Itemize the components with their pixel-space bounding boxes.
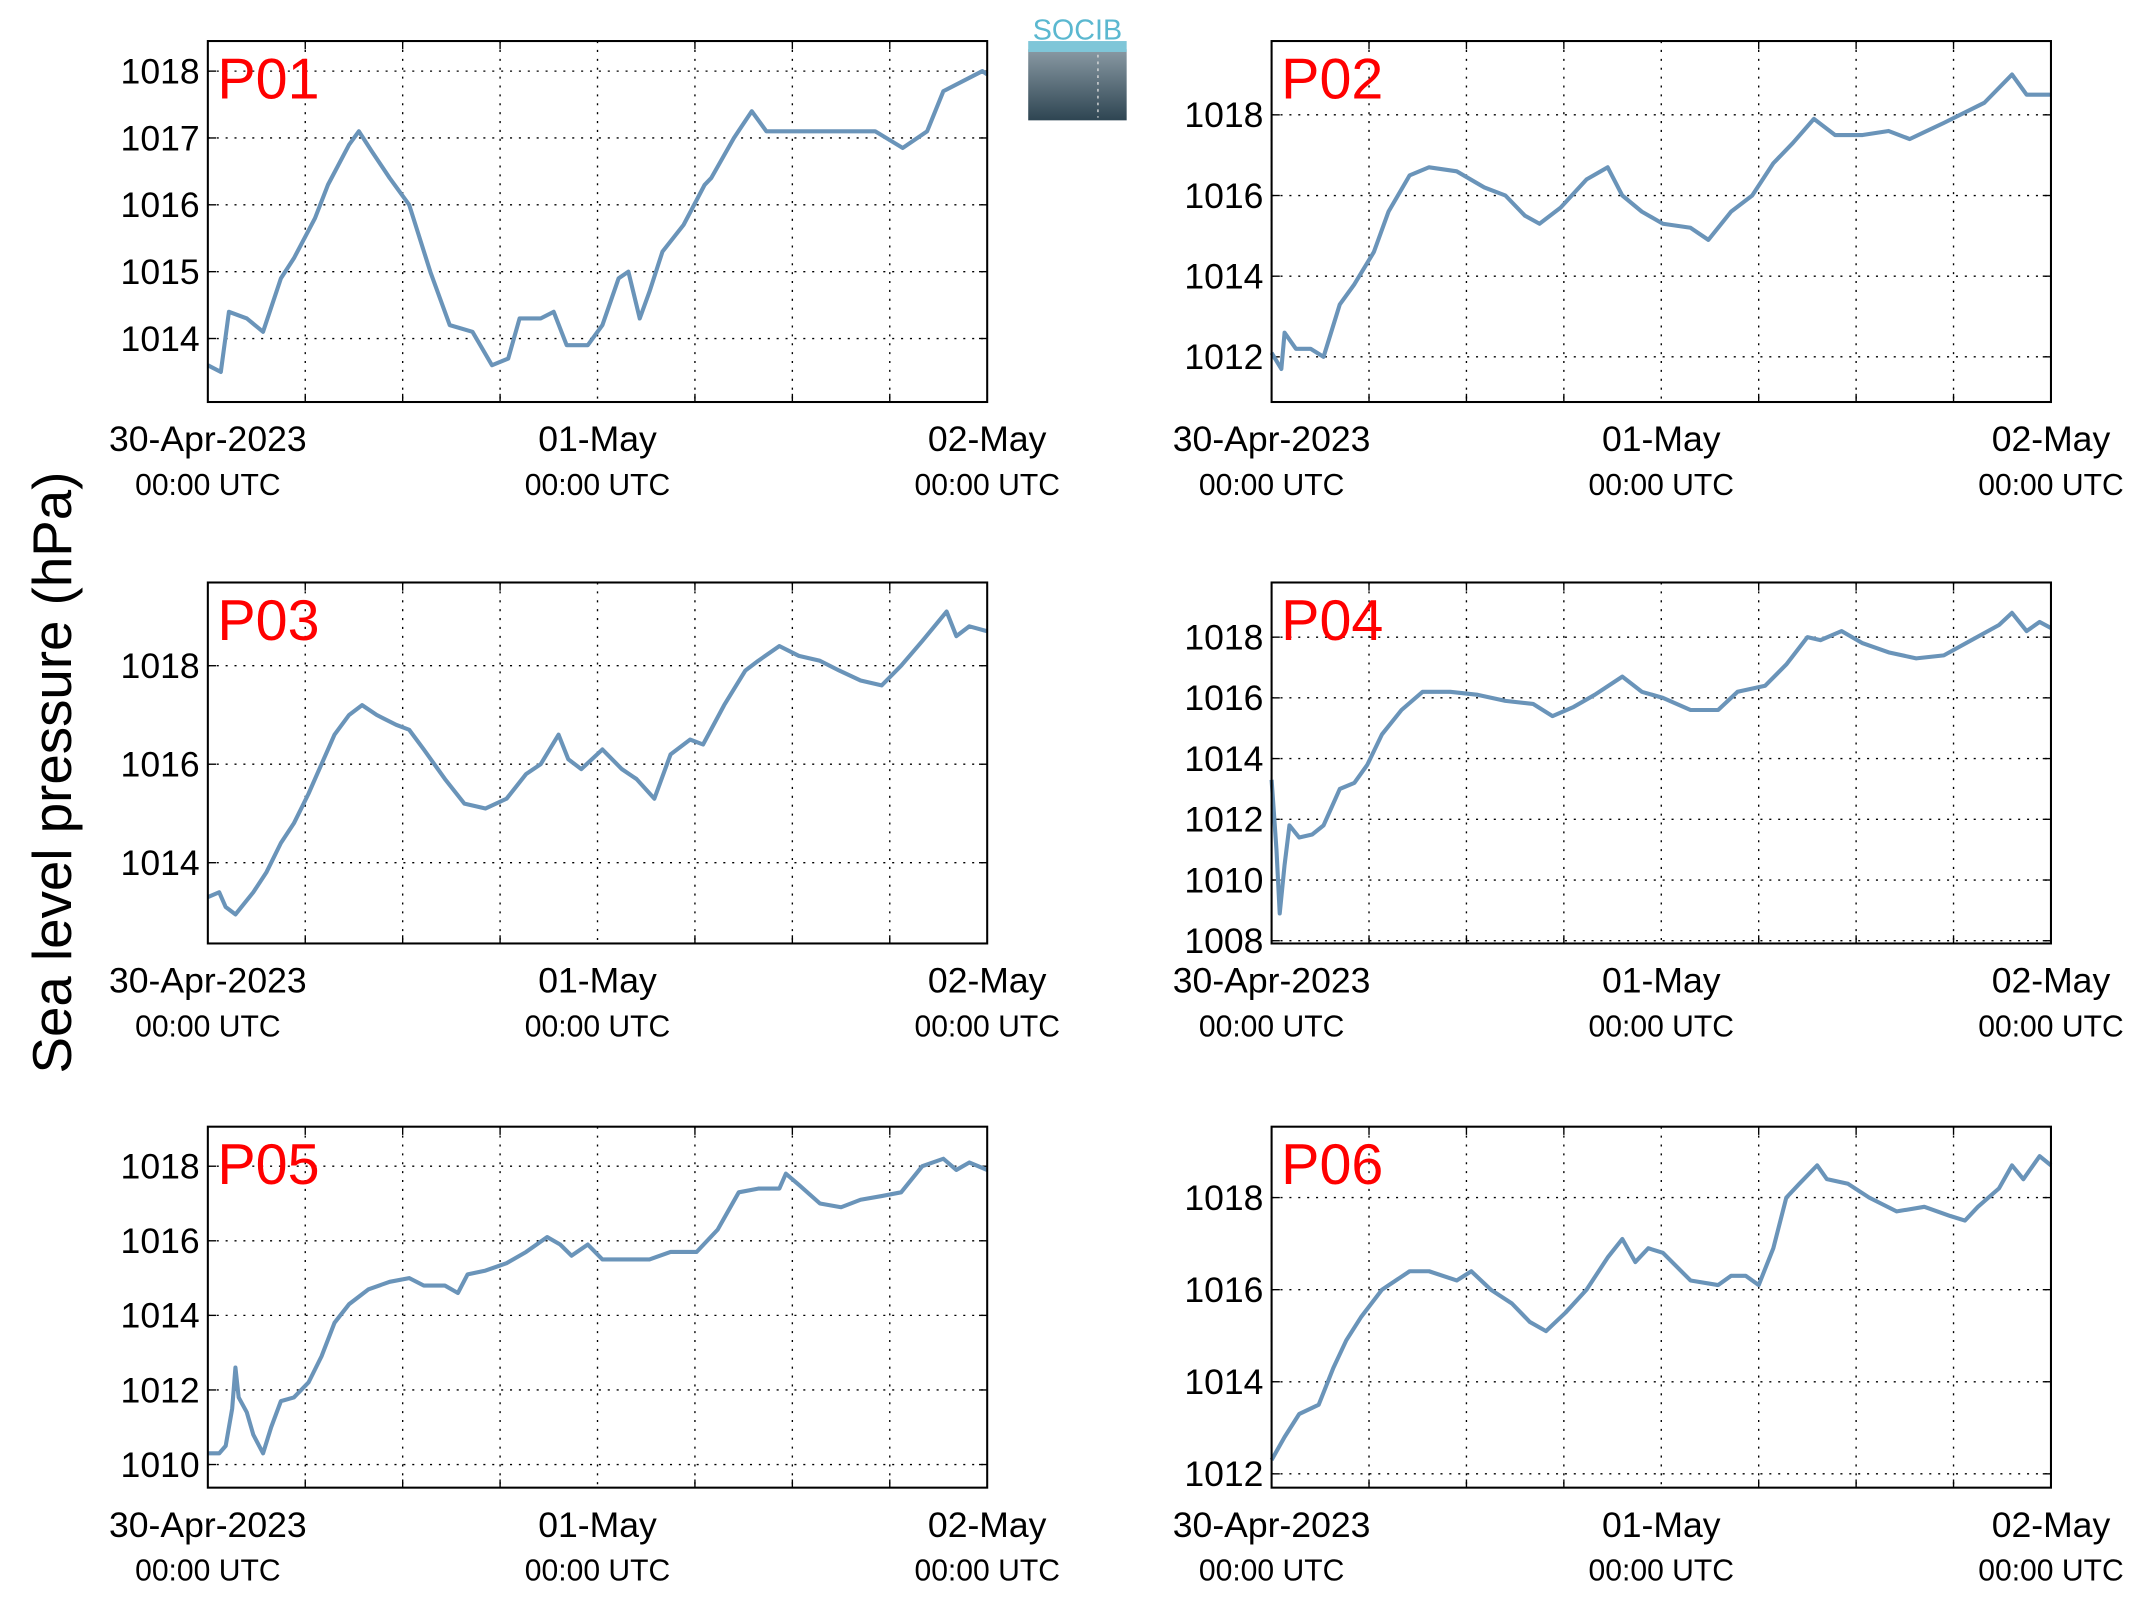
x-tick-label: 02-May: [928, 419, 1047, 459]
panel-title: P04: [1281, 589, 1383, 653]
x-tick-sublabel: 00:00 UTC: [1589, 469, 1734, 502]
y-tick-label: 1014: [1184, 1362, 1263, 1402]
x-tick-sublabel: 00:00 UTC: [1199, 1010, 1344, 1043]
y-tick-label: 1016: [121, 185, 200, 225]
x-tick-label: 01-May: [538, 419, 657, 459]
x-tick-sublabel: 00:00 UTC: [1589, 1010, 1734, 1043]
data-line: [207, 1156, 988, 1456]
plot-frame: [1270, 1125, 2052, 1489]
y-tick-label: 1014: [1184, 256, 1263, 296]
plot-area: [1271, 1126, 2051, 1488]
x-tick-sublabel: 00:00 UTC: [525, 1555, 670, 1588]
x-tick-label: 01-May: [538, 1505, 657, 1545]
x-tick-label: 30-Apr-2023: [109, 1505, 307, 1545]
plot-frame: [1270, 581, 2052, 945]
x-tick-label: 01-May: [538, 961, 657, 1001]
logo-text: SOCIB: [1033, 15, 1122, 47]
plot-area: [207, 1126, 988, 1488]
y-tick-label: 1018: [1184, 1178, 1263, 1218]
x-tick-sublabel: 00:00 UTC: [914, 1010, 1059, 1043]
panel: 1008 1010 1012 1014 1016 1018 30-Apr-2023 00:00…: [1173, 581, 2124, 1043]
y-tick-label: 1014: [121, 843, 200, 883]
x-tick-sublabel: 00:00 UTC: [135, 469, 280, 502]
x-tick-label: 30-Apr-2023: [109, 961, 307, 1001]
y-tick-label: 1012: [1184, 800, 1263, 840]
x-tick-sublabel: 00:00 UTC: [135, 1555, 280, 1588]
y-tick-label: 1016: [1184, 1270, 1263, 1310]
panel: 1014 1016 1018 30-Apr-2023 00:00 UTC 01-May 00…: [109, 581, 1060, 1043]
x-tick-sublabel: 00:00 UTC: [1978, 1555, 2123, 1588]
x-tick-label: 01-May: [1602, 1505, 1721, 1545]
y-tick-label: 1016: [121, 1221, 200, 1261]
data-line: [1269, 72, 2051, 371]
y-tick-label: 1016: [1184, 176, 1263, 216]
panel-title: P03: [217, 589, 319, 653]
panel: 1014 1015 1016 1017 1018 30-Apr-2023 00:00 UTC…: [109, 40, 1060, 502]
y-tick-label: 1008: [1184, 921, 1263, 961]
x-tick-label: 02-May: [928, 961, 1047, 1001]
plot-area: [207, 41, 988, 403]
logo-wave: [1028, 41, 1127, 52]
y-tick-label: 1012: [1184, 1454, 1263, 1494]
data-line: [1269, 1154, 2053, 1462]
x-tick-label: 01-May: [1602, 961, 1721, 1001]
plot-frame: [206, 581, 989, 945]
y-tick-label: 1010: [121, 1445, 200, 1485]
logo: SOCIB: [1028, 15, 1127, 121]
y-tick-label: 1018: [1184, 617, 1263, 657]
plot-area: [1271, 582, 2051, 944]
logo-block: [1028, 49, 1127, 121]
x-tick-label: 02-May: [1992, 419, 2111, 459]
panel-title: P05: [217, 1133, 319, 1197]
x-tick-label: 30-Apr-2023: [1173, 1505, 1371, 1545]
y-tick-label: 1018: [121, 51, 200, 91]
panel-title: P06: [1281, 1133, 1383, 1197]
x-tick-label: 02-May: [928, 1505, 1047, 1545]
data-line: [207, 609, 988, 917]
x-tick-label: 01-May: [1602, 419, 1721, 459]
panel: 1012 1014 1016 1018 30-Apr-2023 00:00 UTC 01-M…: [1173, 40, 2124, 502]
y-tick-label: 1014: [1184, 739, 1263, 779]
y-tick-label: 1015: [121, 252, 200, 292]
y-tick-label: 1018: [121, 646, 200, 686]
x-tick-sublabel: 00:00 UTC: [1199, 469, 1344, 502]
x-tick-label: 30-Apr-2023: [1173, 961, 1371, 1001]
y-tick-label: 1018: [1184, 95, 1263, 135]
y-tick-label: 1012: [121, 1370, 200, 1410]
x-tick-label: 30-Apr-2023: [1173, 419, 1371, 459]
data-line: [1269, 610, 2052, 916]
x-tick-sublabel: 00:00 UTC: [1978, 469, 2123, 502]
y-tick-label: 1010: [1184, 860, 1263, 900]
x-tick-sublabel: 00:00 UTC: [525, 469, 670, 502]
y-tick-label: 1014: [121, 1296, 200, 1336]
plot-frame: [206, 40, 989, 404]
panel-title: P01: [217, 47, 319, 111]
panel: 1010 1012 1014 1016 1018 30-Apr-2023 00:00 UTC…: [109, 1125, 1060, 1588]
x-tick-label: 02-May: [1992, 1505, 2111, 1545]
y-tick-label: 1014: [121, 319, 200, 359]
plot-frame: [206, 1125, 989, 1489]
x-tick-label: 30-Apr-2023: [109, 419, 307, 459]
x-tick-sublabel: 00:00 UTC: [135, 1010, 280, 1043]
x-tick-sublabel: 00:00 UTC: [914, 469, 1059, 502]
x-tick-sublabel: 00:00 UTC: [1589, 1555, 1734, 1588]
y-tick-label: 1016: [1184, 678, 1263, 718]
x-tick-sublabel: 00:00 UTC: [1199, 1555, 1344, 1588]
y-axis-label: Sea level pressure (hPa): [21, 472, 83, 1074]
plot-area: [207, 582, 988, 944]
y-tick-label: 1016: [121, 745, 200, 785]
y-tick-label: 1017: [121, 118, 200, 158]
panel: 1012 1014 1016 1018 30-Apr-2023 00:00 UTC 01-M…: [1173, 1125, 2124, 1588]
y-tick-label: 1012: [1184, 337, 1263, 377]
panel-title: P02: [1281, 47, 1383, 111]
y-tick-label: 1018: [121, 1147, 200, 1187]
data-line: [206, 69, 989, 374]
x-tick-label: 02-May: [1992, 961, 2111, 1001]
x-tick-sublabel: 00:00 UTC: [914, 1555, 1059, 1588]
plot-frame: [1270, 40, 2052, 404]
x-tick-sublabel: 00:00 UTC: [525, 1010, 670, 1043]
x-tick-sublabel: 00:00 UTC: [1978, 1010, 2123, 1043]
